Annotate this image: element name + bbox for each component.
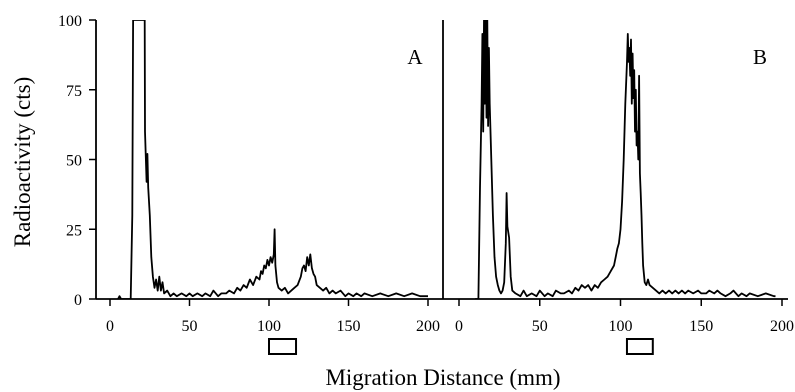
y-tick-label: 50 [66, 153, 82, 170]
y-axis: 0 25 50 75 100 [58, 13, 96, 309]
x-tick-label: 50 [532, 318, 548, 335]
sample-position-box [625, 338, 654, 355]
x-tick-label: 50 [182, 318, 198, 335]
y-tick-label: 0 [74, 292, 82, 309]
sample-position-box [268, 338, 298, 355]
x-tick-label: 150 [689, 318, 713, 335]
panel-label: A [407, 45, 423, 69]
x-axis-title: Migration Distance (mm) [325, 365, 560, 390]
x-tick-label: 0 [455, 318, 463, 335]
y-axis-title: Radioactivity (cts) [10, 77, 35, 248]
panel-a: 0 50 100 150 200 A [95, 20, 443, 355]
x-tick-label: 0 [106, 318, 114, 335]
x-tick-label: 100 [609, 318, 633, 335]
x-tick-label: 200 [416, 318, 440, 335]
y-tick-label: 75 [66, 83, 82, 100]
radioactivity-trace [475, 20, 776, 299]
x-tick-label: 100 [257, 318, 281, 335]
panel-b: 0 50 100 150 200 B [442, 20, 794, 355]
radioactivity-trace [117, 20, 428, 299]
y-tick-label: 25 [66, 222, 82, 239]
x-tick-label: 200 [770, 318, 794, 335]
y-tick-label: 100 [58, 13, 82, 30]
x-tick-label: 150 [337, 318, 361, 335]
panel-label: B [753, 45, 767, 69]
